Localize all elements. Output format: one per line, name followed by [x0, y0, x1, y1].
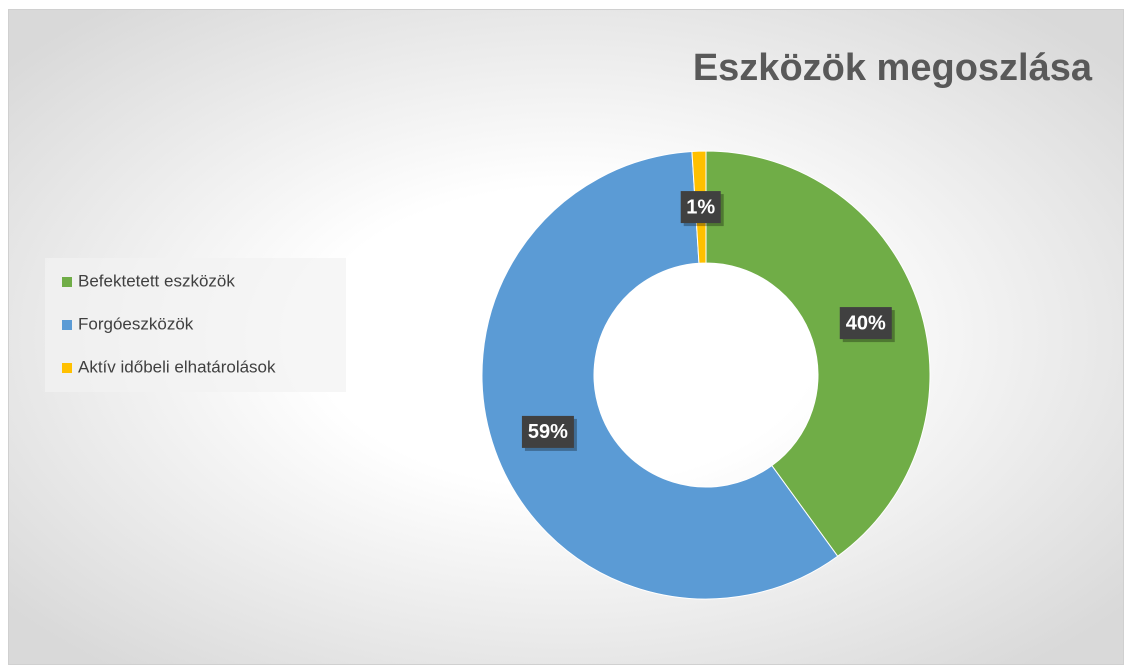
donut-slice	[481, 150, 839, 600]
legend-label: Forgóeszközök	[78, 314, 194, 333]
data-label: 59%	[528, 421, 568, 443]
legend-swatch	[62, 320, 72, 330]
legend	[45, 258, 346, 392]
legend-swatch	[62, 363, 72, 373]
data-label: 40%	[846, 312, 886, 334]
data-label-box	[680, 191, 721, 224]
data-label-box	[521, 415, 574, 448]
data-label-box	[839, 307, 892, 340]
donut-slice	[705, 150, 931, 557]
data-label: 1%	[686, 196, 715, 218]
legend-label: Befektetett eszközök	[78, 271, 235, 290]
legend-swatch	[62, 277, 72, 287]
chart-title: Eszközök megoszlása	[693, 47, 1093, 89]
legend-label: Aktív időbeli elhatárolások	[78, 357, 276, 376]
